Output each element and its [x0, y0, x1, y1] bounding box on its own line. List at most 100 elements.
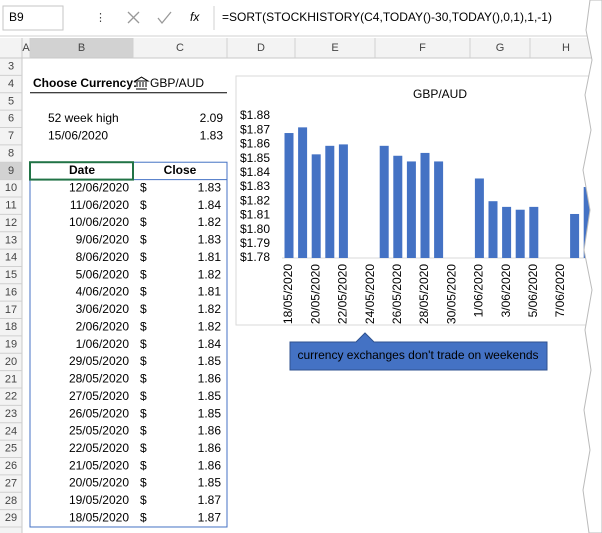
bar [406, 161, 416, 258]
date-cell: 27/05/2020 [69, 389, 129, 403]
row-header: 28 [5, 495, 17, 507]
close-cell: 1.82 [198, 215, 222, 229]
row-header: 14 [5, 252, 17, 264]
date-cell: 2/06/2020 [76, 319, 130, 333]
y-tick-label: $1.79 [240, 236, 270, 250]
selected-row-header [0, 162, 22, 180]
currency-symbol: $ [140, 337, 147, 351]
row-header: 6 [8, 113, 14, 125]
date-cell: 3/06/2020 [76, 302, 130, 316]
x-tick-label: 26/05/2020 [390, 264, 404, 324]
name-box[interactable] [2, 5, 64, 31]
x-tick-label: 7/06/2020 [553, 264, 567, 318]
currency-symbol: $ [140, 180, 147, 194]
bar [325, 145, 335, 258]
date-cell: 1/06/2020 [76, 337, 130, 351]
date-cell: 22/05/2020 [69, 441, 129, 455]
column-header: A [22, 42, 30, 54]
row-header: 11 [5, 200, 16, 212]
close-cell: 1.85 [198, 389, 222, 403]
column-header-bar [0, 38, 602, 58]
y-tick-label: $1.88 [240, 108, 270, 122]
dots: ⋮ [95, 12, 106, 24]
bar [311, 154, 321, 258]
bar [488, 201, 498, 258]
x-tick-label: 28/05/2020 [417, 264, 431, 324]
x-tick-label: 24/05/2020 [363, 264, 377, 324]
column-header: D [257, 42, 265, 54]
y-tick-label: $1.82 [240, 193, 270, 207]
close-cell: 1.87 [198, 493, 222, 507]
close-cell: 1.82 [198, 319, 222, 333]
currency-symbol: $ [140, 493, 147, 507]
currency-symbol: $ [140, 424, 147, 438]
column-header: F [419, 42, 426, 54]
currency-symbol: $ [140, 319, 147, 333]
function-icon[interactable]: fx [190, 10, 200, 24]
close-cell: 1.86 [198, 424, 222, 438]
currency-symbol: $ [140, 458, 147, 472]
currency-symbol: $ [140, 267, 147, 281]
close-cell: 1.83 [198, 233, 222, 247]
currency-symbol: $ [140, 476, 147, 490]
bar [570, 213, 580, 258]
currency-symbol: $ [140, 285, 147, 299]
row-header: 17 [5, 304, 17, 316]
y-tick-label: $1.78 [240, 250, 270, 264]
date-cell: 26/05/2020 [69, 406, 129, 420]
close-cell: 1.82 [198, 302, 222, 316]
row-header: 4 [8, 78, 14, 90]
date-cell: 9/06/2020 [76, 233, 130, 247]
date-cell: 11/06/2020 [70, 198, 129, 212]
date-cell: 29/05/2020 [69, 354, 129, 368]
x-tick-label: 20/05/2020 [308, 264, 322, 324]
y-tick-label: $1.86 [240, 137, 270, 151]
row-header: 27 [5, 477, 17, 489]
x-tick-label: 18/05/2020 [281, 264, 295, 324]
table-header: Close [164, 163, 197, 177]
date-cell: 19/05/2020 [69, 493, 129, 507]
date-cell: 21/05/2020 [69, 458, 129, 472]
date-cell: 5/06/2020 [76, 267, 130, 281]
close-cell: 1.82 [198, 267, 222, 281]
bar [298, 127, 308, 258]
date-cell: 12/06/2020 [69, 180, 129, 194]
bar [529, 206, 539, 258]
row-header: 10 [5, 182, 17, 194]
x-tick-label: 22/05/2020 [336, 264, 350, 324]
y-tick-label: $1.81 [240, 208, 270, 222]
bar [284, 133, 294, 258]
close-cell: 1.85 [198, 476, 222, 490]
close-cell: 1.81 [198, 285, 222, 299]
close-cell: 1.84 [198, 198, 222, 212]
callout-box [289, 332, 548, 371]
cancel-icon[interactable] [127, 11, 140, 24]
x-tick-label: 5/06/2020 [526, 264, 540, 318]
row-header: 22 [5, 391, 17, 403]
close-cell: 1.81 [198, 250, 222, 264]
row-header: 18 [5, 321, 17, 333]
selected-cell [29, 161, 134, 181]
column-header: C [176, 42, 184, 54]
date-cell: 10/06/2020 [69, 215, 129, 229]
bar [338, 144, 348, 258]
currency-symbol: $ [140, 215, 147, 229]
currency-symbol: $ [140, 354, 147, 368]
row-header: 29 [5, 512, 17, 524]
date-cell: 8/06/2020 [76, 250, 130, 264]
column-header: B [78, 42, 85, 54]
currency-symbol: $ [140, 302, 147, 316]
enter-icon[interactable] [157, 11, 172, 25]
date-value: 1.83 [200, 128, 224, 142]
bank-icon [133, 76, 150, 90]
bar [420, 152, 430, 258]
row-header: 8 [8, 147, 14, 159]
row-header: 13 [5, 234, 17, 246]
row-header: 23 [5, 408, 17, 420]
chart-area [235, 75, 602, 326]
column-header: H [562, 42, 570, 54]
currency-value: GBP/AUD [150, 76, 204, 90]
close-cell: 1.83 [198, 180, 222, 194]
currency-symbol: $ [140, 250, 147, 264]
